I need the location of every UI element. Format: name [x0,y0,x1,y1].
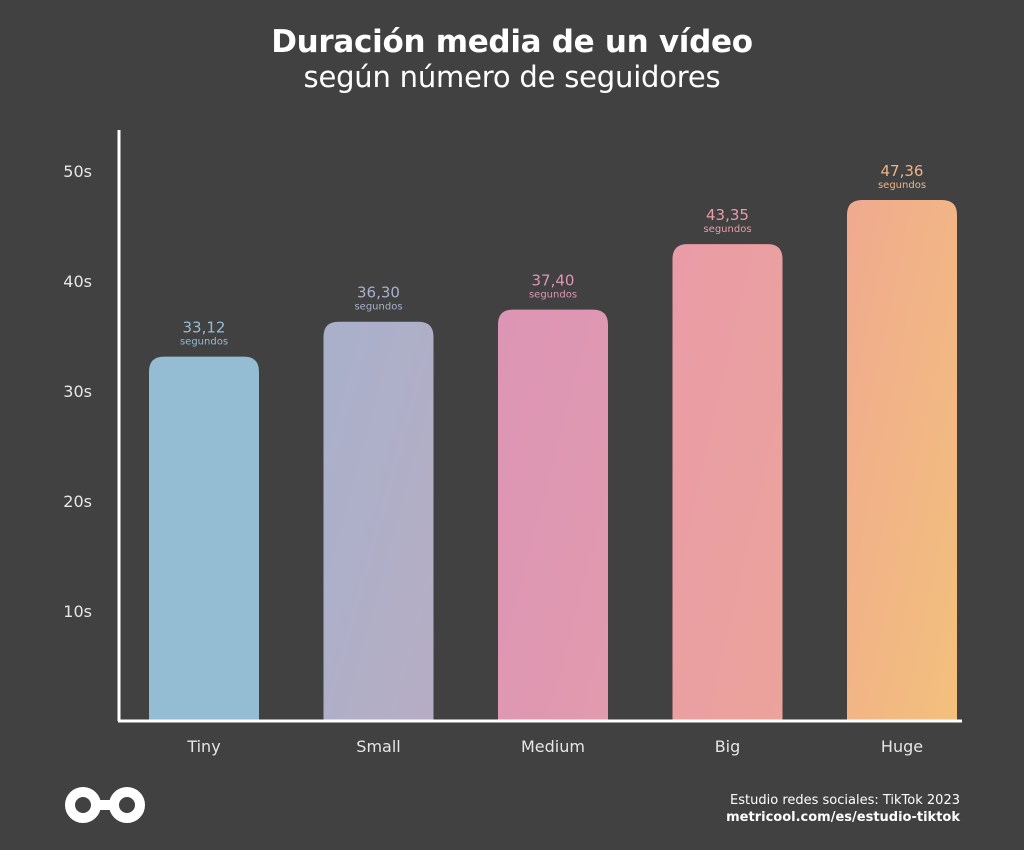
y-tick-label: 50s [63,162,92,181]
y-axis-ticks: 10s 20s 30s 40s 50s [63,162,92,621]
bars-group: 33,12segundos36,30segundos37,40segundos4… [149,162,957,722]
source-line: Estudio redes sociales: TikTok 2023 [730,793,960,808]
data-label-unit: segundos [703,224,751,235]
data-label-value: 43,35 [706,206,749,224]
data-label-value: 47,36 [881,162,924,180]
x-tick-label: Small [356,737,400,756]
data-label-value: 37,40 [532,272,575,290]
data-label-unit: segundos [354,302,402,313]
y-tick-label: 40s [63,272,92,291]
bar-tiny [149,356,259,721]
y-tick-label: 10s [63,602,92,621]
y-tick-label: 20s [63,492,92,511]
source-url[interactable]: metricool.com/es/estudio-tiktok [726,810,960,825]
chart-subtitle: según número de seguidores [303,60,721,94]
data-label-unit: segundos [180,337,228,348]
bar-huge [847,200,957,722]
x-tick-label: Huge [881,737,923,756]
data-label-unit: segundos [878,180,926,191]
x-tick-label: Tiny [186,737,220,756]
data-label-value: 33,12 [183,319,226,337]
y-tick-label: 30s [63,382,92,401]
bar-small [323,321,434,721]
x-tick-label: Big [715,737,741,756]
bar-big [672,244,783,721]
infinity-logo-icon [65,787,145,823]
data-label-unit: segundos [529,290,577,301]
chart-title: Duración media de un vídeo [271,24,753,60]
bar-medium [498,309,608,721]
source-credit: Estudio redes sociales: TikTok 2023 metr… [726,792,960,826]
x-axis-labels: Tiny Small Medium Big Huge [186,737,923,756]
x-tick-label: Medium [521,737,585,756]
data-label-value: 36,30 [357,284,400,302]
